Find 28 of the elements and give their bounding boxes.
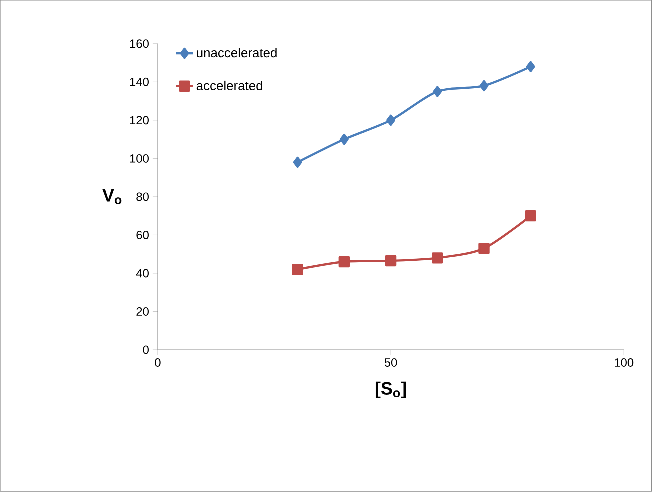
y-tick-label: 40 — [136, 269, 149, 278]
point — [340, 134, 349, 146]
point — [338, 256, 350, 268]
y-axis-title: V$_{o}$ — [102, 189, 122, 205]
x-tick-label: 100 — [615, 358, 634, 368]
point — [385, 255, 397, 267]
point — [293, 156, 302, 168]
point — [526, 61, 536, 72]
y-tick-label: 20 — [136, 308, 149, 316]
point — [386, 114, 396, 126]
x-axis-title: [S$_{o}$] — [376, 382, 406, 399]
point — [432, 252, 444, 264]
y-tick-label: 0 — [143, 346, 149, 354]
y-tick-label: 140 — [130, 78, 149, 86]
y-tick-label: 120 — [130, 116, 149, 125]
x-tick-label: 0 — [155, 358, 161, 368]
point — [433, 86, 442, 98]
legend-label: accelerated — [196, 80, 262, 91]
x-tick-label: 50 — [384, 358, 398, 368]
point — [292, 264, 304, 276]
point — [525, 210, 536, 222]
y-tick-label: 80 — [136, 192, 149, 202]
y-tick-label: 160 — [130, 40, 149, 48]
legend-label: unaccelerated — [197, 48, 277, 58]
y-tick-label: 100 — [130, 154, 149, 163]
point — [480, 80, 489, 92]
y-tick-label: 60 — [136, 231, 149, 240]
point — [478, 243, 490, 254]
